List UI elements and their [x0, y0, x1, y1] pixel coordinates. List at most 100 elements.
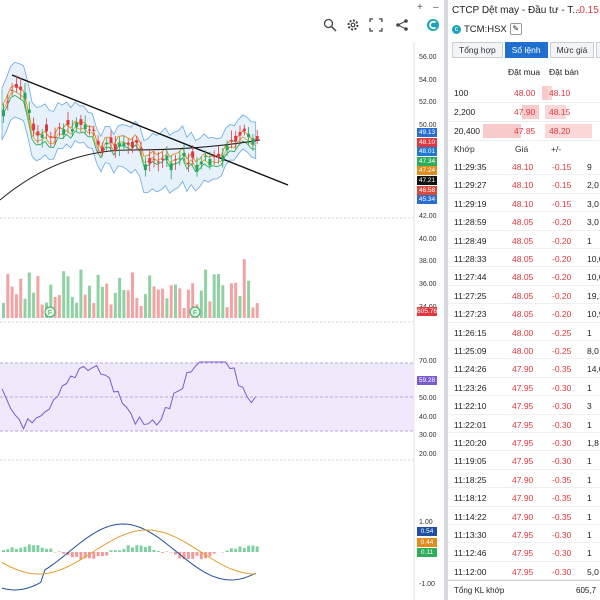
- macd-histogram-bar: [49, 548, 53, 552]
- trade-volume: 10,9: [587, 309, 600, 320]
- macd-histogram-bar: [182, 552, 186, 560]
- gear-icon[interactable]: [345, 18, 361, 34]
- pane-divider[interactable]: [444, 0, 448, 600]
- order-panel: CTCP Dệt may - Đầu tư - T... -0.15 c TCM…: [448, 0, 600, 600]
- bid-price: 48.00: [514, 88, 536, 98]
- trade-row[interactable]: 11:25:09 48.00 -0.25 8,0: [448, 341, 600, 360]
- trade-row[interactable]: 11:19:05 47.95 -0.30 1: [448, 451, 600, 470]
- trade-change: -0.30: [552, 419, 572, 430]
- fullscreen-icon[interactable]: [368, 18, 384, 34]
- macd-histogram-bar: [122, 549, 126, 552]
- price-tag: 45.34: [417, 195, 437, 205]
- trade-time: 11:14:22: [454, 511, 487, 522]
- volume-bar: [6, 273, 10, 318]
- candle-body: [178, 158, 182, 160]
- trade-row[interactable]: 11:29:35 48.10 -0.15 9: [448, 157, 600, 176]
- orderbook-row[interactable]: 20,400 47.85 48.20: [448, 122, 600, 141]
- ask-volume-bar: [545, 86, 553, 100]
- tab-3[interactable]: Mức giá: [549, 42, 595, 58]
- orderbook-volume: 2,200: [454, 107, 476, 117]
- trade-row[interactable]: 11:29:19 48.10 -0.15 3,0: [448, 194, 600, 213]
- trade-row[interactable]: 11:22:01 47.95 -0.30 1: [448, 415, 600, 433]
- candle-body: [131, 141, 134, 148]
- trade-row[interactable]: 11:20:20 47.95 -0.30 1,8: [448, 433, 600, 452]
- price-axis-label: 50.00: [419, 122, 437, 130]
- trade-row[interactable]: 11:27:25 48.05 -0.20 19,1: [448, 286, 600, 305]
- trade-row[interactable]: 11:12:00 47.95 -0.30 5,0: [448, 562, 600, 581]
- edit-icon[interactable]: ✎: [509, 23, 522, 35]
- macd-histogram-bar: [105, 552, 109, 556]
- trade-price: 47.95: [512, 419, 534, 430]
- candle-body: [57, 127, 61, 129]
- volume-bar: [208, 301, 212, 318]
- trade-row[interactable]: 11:14:22 47.90 -0.35 1: [448, 507, 600, 525]
- candle-body: [221, 155, 225, 162]
- panel-footer: Tổng KL khớp 605,7: [448, 580, 600, 600]
- trade-volume: 1: [587, 548, 592, 559]
- trade-row[interactable]: 11:28:59 48.05 -0.20 3,0: [448, 212, 600, 231]
- tab-4[interactable]: T: [596, 42, 600, 58]
- orderbook-row[interactable]: 100 48.00 48.10: [448, 84, 600, 103]
- price-axis-label: 38.00: [419, 258, 437, 266]
- macd-histogram-bar: [36, 545, 40, 552]
- chart-area[interactable]: + – FF 56.0054.0052.0050.0048.0046.0044.…: [0, 0, 444, 600]
- trade-row[interactable]: 11:22:10 47.95 -0.30 3: [448, 396, 600, 415]
- candle-body: [92, 129, 96, 131]
- zoom-icon[interactable]: [322, 18, 338, 34]
- trade-row[interactable]: 11:27:44 48.05 -0.20 10,0: [448, 267, 600, 286]
- macd-histogram-bar: [195, 552, 199, 556]
- trade-volume: 1: [587, 235, 592, 246]
- volume-bar: [14, 294, 18, 318]
- candle-body: [113, 144, 117, 152]
- trade-price: 48.10: [512, 162, 534, 172]
- trade-change: -0.30: [552, 456, 572, 467]
- trade-row[interactable]: 11:28:33 48.05 -0.20 10,0: [448, 249, 600, 268]
- trade-row[interactable]: 11:29:27 48.10 -0.15 2,0: [448, 175, 600, 194]
- macd-histogram-bar: [148, 545, 152, 552]
- volume-bar: [221, 285, 225, 318]
- macd-histogram-bar: [23, 546, 27, 552]
- tab-1[interactable]: Tổng hợp: [452, 42, 503, 58]
- trade-change: -0.15: [552, 162, 572, 172]
- event-marker-icon: [44, 306, 56, 318]
- trade-row[interactable]: 11:28:49 48.05 -0.20 1: [448, 231, 600, 249]
- candle-body: [2, 109, 5, 117]
- macd-histogram-bar: [178, 552, 182, 559]
- candle-body: [53, 136, 57, 138]
- tab-2[interactable]: Sổ lệnh: [504, 42, 548, 58]
- share-icon[interactable]: [394, 18, 410, 34]
- trade-row[interactable]: 11:27:23 48.05 -0.20 10,9: [448, 304, 600, 323]
- trade-time: 11:22:01: [454, 419, 487, 430]
- volume-bar: [118, 277, 122, 318]
- trade-row[interactable]: 11:18:25 47.90 -0.35 1: [448, 470, 600, 489]
- trade-price: 48.00: [512, 346, 534, 356]
- event-marker-icon: [189, 306, 201, 318]
- macd-histogram-bar: [10, 547, 14, 552]
- trade-time: 11:18:12: [454, 493, 487, 504]
- trades-header: Khớp Giá +/-: [448, 141, 600, 157]
- volume-bar: [234, 282, 238, 318]
- macd-histogram-bar: [139, 545, 143, 552]
- minimize-icon[interactable]: –: [433, 2, 439, 13]
- trade-change: -0.35: [552, 493, 572, 504]
- trade-row[interactable]: 11:12:46 47.95 -0.30 1: [448, 543, 600, 562]
- trade-volume: 19,1: [587, 290, 600, 301]
- volume-bar: [238, 296, 242, 318]
- volume-tag: 605.76: [417, 307, 437, 316]
- trade-row[interactable]: 11:23:26 47.95 -0.30 1: [448, 378, 600, 397]
- add-icon[interactable]: +: [417, 2, 423, 13]
- trade-row[interactable]: 11:18:12 47.90 -0.35 1: [448, 488, 600, 507]
- ticker-symbol[interactable]: TCM:HSX: [464, 23, 507, 35]
- macd-histogram-bar: [199, 552, 203, 560]
- candle-body: [40, 134, 44, 138]
- trade-row[interactable]: 11:26:15 48.00 -0.25 1: [448, 323, 600, 341]
- trade-time: 11:29:35: [454, 162, 487, 172]
- trade-row[interactable]: 11:13:30 47.95 -0.30 1: [448, 525, 600, 544]
- macd-histogram-bar: [45, 548, 48, 552]
- candle-body: [36, 131, 40, 136]
- volume-bar: [32, 292, 36, 318]
- trade-row[interactable]: 11:24:26 47.90 -0.35 14,0: [448, 359, 600, 378]
- orderbook-row[interactable]: 2,200 47.90 48.15: [448, 103, 600, 122]
- volume-bar: [96, 274, 100, 318]
